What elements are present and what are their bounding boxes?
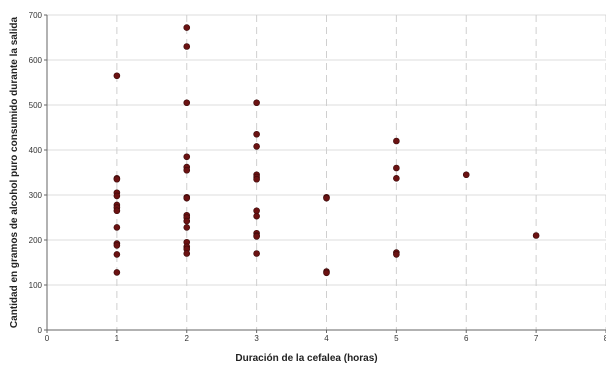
data-point [323,269,330,277]
data-point [183,24,191,31]
x-tick-label: 1 [115,334,120,343]
data-point [113,269,121,276]
y-axis-title: Cantidad en gramos de alcohol puro consu… [9,16,20,328]
y-tick-label: 600 [29,56,43,65]
data-points [113,24,540,277]
data-point [183,224,191,231]
data-point [253,143,260,150]
data-point [113,224,121,231]
data-point [183,250,191,257]
data-point [183,194,191,202]
y-tick-label: 300 [29,191,43,200]
x-tick-label: 2 [185,334,190,343]
x-tick-label: 7 [534,334,539,343]
data-point [393,137,400,145]
x-tick-label: 4 [324,334,329,343]
data-point [253,175,260,183]
data-point [183,217,191,225]
y-tick-label: 700 [29,11,43,20]
data-point [323,194,330,202]
x-tick-label: 8 [604,334,606,343]
y-tick-labels: 0 100 200 300 400 500 600 700 [29,11,47,335]
data-point [393,175,400,182]
x-tick-label: 3 [254,334,259,343]
data-point [393,251,400,258]
data-point [183,43,191,50]
data-point [183,153,191,161]
x-tick-labels: 0 1 2 3 4 5 6 7 8 [45,330,606,343]
data-point [113,251,121,258]
y-tick-label: 400 [29,146,43,155]
data-point [253,99,260,107]
data-point [113,207,121,215]
data-point [393,164,400,172]
data-point [462,171,470,179]
x-tick-label: 0 [45,334,50,343]
data-point [253,250,260,257]
x-tick-label: 6 [464,334,469,343]
x-tick-label: 5 [394,334,399,343]
data-point [183,99,191,107]
data-point [183,166,191,174]
data-point [113,192,121,200]
data-point [253,212,260,220]
data-point [253,233,260,240]
gridlines [47,14,606,330]
y-tick-label: 200 [29,236,43,245]
data-point [253,130,260,138]
y-tick-label: 100 [29,281,43,290]
data-point [532,232,540,239]
y-tick-label: 0 [38,326,43,335]
data-point [113,242,121,249]
x-axis-title: Duración de la cefalea (horas) [235,353,377,364]
data-point [113,72,121,80]
data-point [113,175,121,183]
y-tick-label: 500 [29,101,43,110]
